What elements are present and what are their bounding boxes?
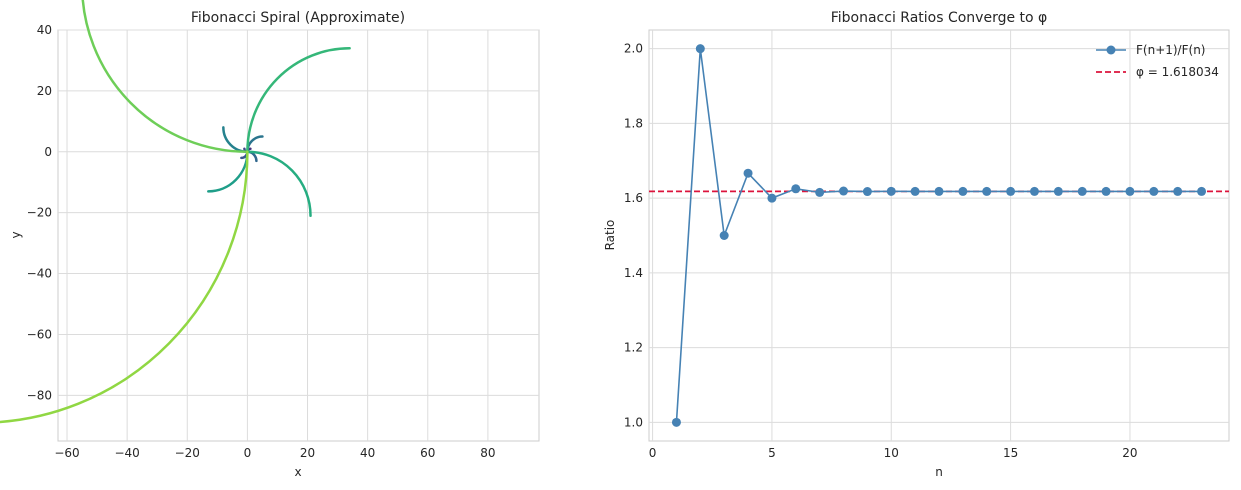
legend-phi-label: φ = 1.618034 <box>1136 65 1219 79</box>
spiral-x-tick-label: 20 <box>300 446 315 460</box>
ratio-y-tick-label: 1.4 <box>624 266 643 280</box>
ratio-point <box>695 44 705 54</box>
ratio-y-tick-label: 1.2 <box>624 341 643 355</box>
ratio-x-tick-label: 5 <box>768 446 776 460</box>
ratio-legend: F(n+1)/F(n) φ = 1.618034 <box>1096 43 1219 79</box>
spiral-grid <box>58 29 539 441</box>
ratio-point <box>1101 186 1111 196</box>
ratio-point <box>671 417 681 427</box>
spiral-y-axis-label: y <box>9 231 23 238</box>
spiral-arc <box>81 0 249 154</box>
ratio-point <box>958 186 968 196</box>
ratio-point <box>1197 186 1207 196</box>
spiral-x-tick-label: 80 <box>480 446 495 460</box>
ratio-point <box>982 186 992 196</box>
spiral-arc <box>246 47 351 154</box>
ratio-point <box>1053 186 1063 196</box>
spiral-arcs <box>0 0 351 424</box>
spiral-y-tick-label: −80 <box>27 388 52 402</box>
spiral-x-tick-label: 40 <box>360 446 375 460</box>
ratio-point <box>1125 186 1135 196</box>
legend-ratio-marker <box>1106 45 1116 55</box>
ratio-x-tick-label: 15 <box>1003 446 1018 460</box>
spiral-y-tick-label: −60 <box>27 327 52 341</box>
ratio-x-axis-label: n <box>935 465 943 479</box>
ratio-point <box>934 186 944 196</box>
spiral-y-tick-label: 0 <box>44 145 52 159</box>
ratio-point <box>743 168 753 178</box>
ratio-x-tick-label: 20 <box>1122 446 1137 460</box>
ratio-point <box>886 186 896 196</box>
legend-ratio-label: F(n+1)/F(n) <box>1136 43 1205 57</box>
spiral-x-tick-label: 0 <box>244 446 252 460</box>
spiral-y-tick-label: 20 <box>37 84 52 98</box>
spiral-plot-background <box>57 29 540 442</box>
spiral-x-tick-label: −40 <box>114 446 139 460</box>
ratio-grid <box>649 30 1229 441</box>
spiral-y-tick-label: −20 <box>27 206 52 220</box>
ratio-point <box>791 184 801 194</box>
ratio-y-axis-label: Ratio <box>603 220 617 251</box>
ratio-point <box>719 231 729 240</box>
spiral-chart-title: Fibonacci Spiral (Approximate) <box>191 10 405 26</box>
spiral-x-tick-label: −20 <box>175 446 200 460</box>
ratio-y-tick-label: 1.0 <box>624 415 643 429</box>
spiral-x-tick-label: −60 <box>54 446 79 460</box>
ratio-y-tick-label: 1.8 <box>624 116 643 130</box>
ratio-y-tick-label: 1.6 <box>624 191 643 205</box>
ratio-point <box>910 186 920 196</box>
ratio-point <box>1077 186 1087 196</box>
ratio-point <box>862 187 872 197</box>
spiral-y-tick-label: −40 <box>27 267 52 281</box>
ratio-point <box>815 187 825 197</box>
spiral-y-tick-label: 40 <box>37 23 52 37</box>
ratio-series <box>671 44 1207 427</box>
spiral-panel: −60 −40 −20 0 20 40 60 80 −80 −60 −40 −20 0 20 40 Fibo… <box>0 0 540 479</box>
ratio-x-tick-label: 0 <box>649 446 657 460</box>
spiral-arc <box>0 150 249 424</box>
ratio-plot-background <box>648 29 1230 442</box>
ratio-point <box>767 193 777 203</box>
spiral-ticks: −60 −40 −20 0 20 40 60 80 −80 −60 −40 −20 0 20 40 <box>27 23 496 460</box>
ratio-x-tick-label: 10 <box>884 446 899 460</box>
ratio-point <box>1006 186 1016 196</box>
ratio-chart-title: Fibonacci Ratios Converge to φ <box>831 10 1048 26</box>
ratio-ticks: 0 5 10 15 20 1.0 1.2 1.4 1.6 1.8 2.0 <box>624 42 1138 460</box>
spiral-arc <box>246 150 312 217</box>
ratio-point <box>839 186 849 196</box>
spiral-x-axis-label: x <box>294 465 301 479</box>
ratio-point <box>1149 186 1159 196</box>
ratio-point <box>1173 186 1183 196</box>
spiral-x-tick-label: 60 <box>420 446 435 460</box>
ratio-panel: 0 5 10 15 20 1.0 1.2 1.4 1.6 1.8 2.0 Fibonacci Rat… <box>603 10 1230 479</box>
ratio-y-tick-label: 2.0 <box>624 42 643 56</box>
ratio-point <box>1029 186 1039 196</box>
